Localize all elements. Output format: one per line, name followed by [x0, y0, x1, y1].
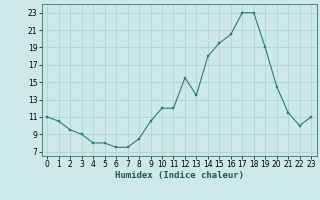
X-axis label: Humidex (Indice chaleur): Humidex (Indice chaleur)	[115, 171, 244, 180]
